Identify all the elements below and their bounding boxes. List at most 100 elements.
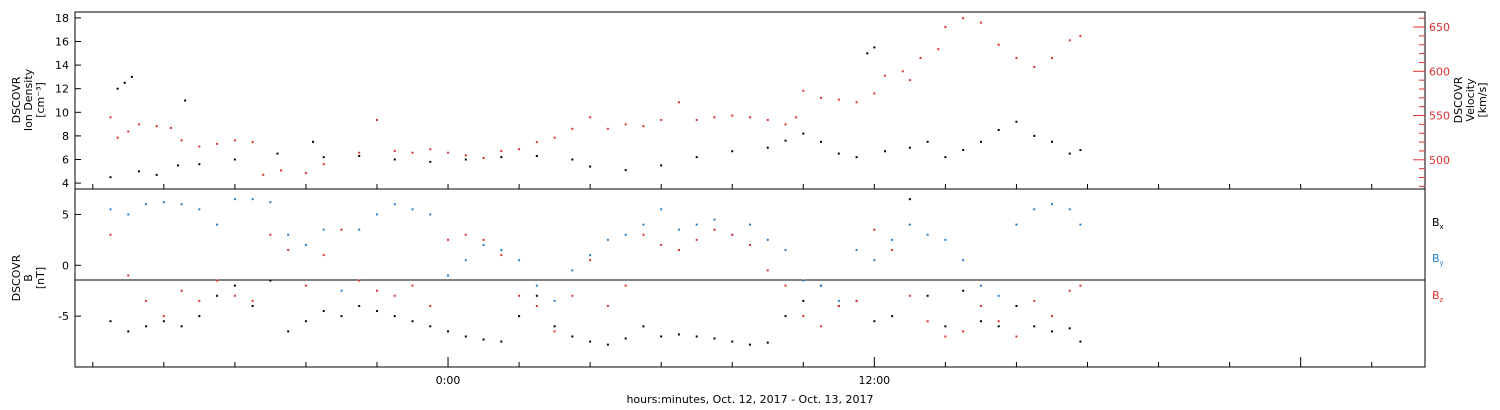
- velocity-point: [393, 149, 396, 152]
- bz-point: [677, 249, 680, 252]
- bx-point: [518, 315, 521, 318]
- density-point: [1033, 134, 1036, 137]
- bx-point: [944, 325, 947, 328]
- velocity-point: [695, 118, 698, 121]
- bx-point: [393, 315, 396, 318]
- bx-point: [1079, 340, 1082, 343]
- bz-point: [1079, 284, 1082, 287]
- velocity-point: [169, 126, 172, 129]
- bz-point: [340, 228, 343, 231]
- velocity-point: [553, 136, 556, 139]
- bottom-panel-frame: [74, 188, 1426, 368]
- velocity-point: [322, 163, 325, 166]
- x-tick-label-12: 12:00: [858, 374, 890, 387]
- x-tick-label-0: 0:00: [436, 374, 461, 387]
- bz-point: [997, 320, 1000, 323]
- top-left-tick-label: 4: [62, 177, 69, 190]
- by-point: [962, 259, 965, 262]
- by-point: [571, 269, 574, 272]
- density-point: [155, 173, 158, 176]
- density-point: [571, 158, 574, 161]
- bx-point: [979, 320, 982, 323]
- by-point: [891, 238, 894, 241]
- by-point: [979, 284, 982, 287]
- bz-point: [411, 284, 414, 287]
- by-point: [873, 259, 876, 262]
- bz-point: [447, 238, 450, 241]
- velocity-point: [731, 114, 734, 117]
- velocity-point: [944, 26, 947, 29]
- density-point: [1050, 140, 1053, 143]
- by-point: [553, 299, 556, 302]
- bx-point: [766, 341, 769, 344]
- bx-point: [891, 315, 894, 318]
- velocity-point: [884, 74, 886, 77]
- by-point: [216, 223, 219, 226]
- bx-point: [677, 333, 680, 336]
- bx-point: [962, 289, 965, 292]
- by-point: [997, 294, 1000, 297]
- top-left-tick-label: 8: [62, 130, 69, 143]
- bz-point: [606, 304, 609, 307]
- density-point: [695, 156, 698, 159]
- bx-point: [784, 315, 787, 318]
- bx-point: [287, 330, 290, 333]
- bottom-ylabel-3: [nT]: [34, 267, 47, 289]
- velocity-point: [1068, 39, 1071, 42]
- velocity-point: [873, 92, 876, 95]
- bz-point: [233, 294, 236, 297]
- density-point: [766, 146, 769, 149]
- by-point: [642, 223, 645, 226]
- velocity-point: [749, 116, 751, 119]
- velocity-point: [251, 141, 254, 144]
- by-point: [482, 243, 485, 246]
- bx-point: [251, 304, 254, 307]
- density-point: [1068, 152, 1071, 155]
- bx-point: [606, 343, 609, 346]
- density-point: [464, 158, 467, 161]
- top-right-ylabel-1: DSCOVR: [1452, 76, 1465, 123]
- bottom-ylabel-2: B: [22, 274, 35, 282]
- by-point: [837, 299, 840, 302]
- by-point: [393, 203, 396, 206]
- velocity-point: [137, 123, 140, 126]
- bx-point: [1015, 304, 1018, 307]
- by-point: [198, 208, 201, 211]
- velocity-point: [589, 116, 592, 119]
- density-point: [784, 139, 787, 142]
- velocity-point: [180, 139, 183, 142]
- legend-bx: Bx: [1432, 216, 1444, 231]
- by-point: [464, 259, 467, 262]
- top-left-axis: 4 6 8 10 12 14 16 18: [55, 12, 81, 190]
- by-point: [908, 223, 911, 226]
- bx-point: [216, 294, 219, 297]
- by-point: [1033, 208, 1036, 211]
- by-point: [944, 238, 947, 241]
- top-panel-frame: [74, 11, 1426, 190]
- density-point: [116, 87, 119, 90]
- bz-point: [642, 233, 645, 236]
- bz-point: [660, 243, 663, 246]
- density-point: [184, 99, 187, 102]
- velocity-point: [109, 116, 112, 119]
- by-point: [447, 274, 450, 277]
- bz-point: [891, 249, 894, 252]
- density-point: [500, 156, 503, 159]
- bz-point: [464, 233, 467, 236]
- velocity-point: [500, 149, 503, 152]
- top-right-tick-label: 650: [1429, 21, 1450, 34]
- velocity-point: [116, 136, 119, 139]
- bx-point: [429, 325, 432, 328]
- bottom-tick-label: -5: [58, 310, 69, 323]
- bx-point: [162, 320, 165, 323]
- bz-point: [1033, 299, 1036, 302]
- bx-point: [589, 340, 592, 343]
- top-points: [109, 17, 1082, 179]
- top-left-tick-label: 10: [55, 106, 69, 119]
- bz-point: [1015, 335, 1018, 338]
- velocity-point: [1015, 57, 1018, 60]
- top-right-axis: 500 550 600 650: [1413, 17, 1450, 187]
- by-point: [535, 284, 538, 287]
- top-right-tick-label: 550: [1429, 110, 1450, 123]
